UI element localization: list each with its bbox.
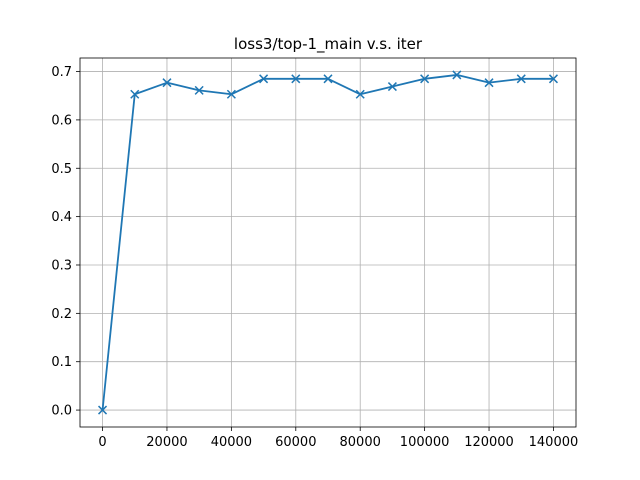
series-layer	[98, 70, 558, 415]
data-point-marker	[516, 74, 526, 84]
data-point-marker	[259, 74, 269, 84]
x-tick-label: 40000	[211, 435, 252, 450]
plot-frame	[79, 57, 577, 428]
data-point-marker	[452, 70, 462, 80]
marker-stroke	[194, 85, 204, 95]
data-point-marker	[548, 74, 558, 84]
y-tick-label: 0.4	[51, 210, 72, 225]
axis-layer: 0 20000 40000 60000 80000 100000 120000 140000 0…	[51, 57, 579, 450]
marker-stroke	[484, 78, 494, 88]
data-point-marker	[98, 405, 108, 415]
y-tick-label: 0.1	[51, 355, 72, 370]
data-point-marker	[323, 74, 333, 84]
marker-stroke	[98, 405, 108, 415]
data-point-marker	[194, 85, 204, 95]
x-tick-label: 0	[98, 435, 106, 450]
marker-stroke	[130, 89, 140, 99]
marker-stroke	[291, 74, 301, 84]
marker-stroke	[420, 74, 430, 84]
data-point-marker	[355, 89, 365, 99]
data-point-marker	[387, 82, 397, 92]
x-tick-label: 140000	[529, 435, 579, 450]
grid-layer	[80, 58, 576, 427]
x-tick-label: 80000	[340, 435, 381, 450]
marker-stroke	[387, 82, 397, 92]
data-point-marker	[420, 74, 430, 84]
x-tick-label: 120000	[464, 435, 514, 450]
marker-stroke	[323, 74, 333, 84]
data-point-marker	[130, 89, 140, 99]
y-tick-label: 0.3	[51, 258, 72, 273]
data-point-marker	[484, 78, 494, 88]
data-point-marker	[162, 78, 172, 88]
data-point-marker	[291, 74, 301, 84]
chart-title: loss3/top-1_main v.s. iter	[234, 35, 423, 54]
y-tick-label: 0.0	[51, 404, 72, 419]
x-tick-label: 20000	[146, 435, 187, 450]
data-point-marker	[226, 89, 236, 99]
marker-stroke	[548, 74, 558, 84]
x-tick-label: 60000	[275, 435, 316, 450]
y-tick-label: 0.2	[51, 307, 72, 322]
marker-stroke	[355, 89, 365, 99]
marker-stroke	[452, 70, 462, 80]
y-tick-label: 0.7	[51, 65, 72, 80]
marker-stroke	[162, 78, 172, 88]
marker-stroke	[516, 74, 526, 84]
marker-stroke	[259, 74, 269, 84]
y-tick-label: 0.5	[51, 162, 72, 177]
x-tick-label: 100000	[400, 435, 450, 450]
marker-stroke	[226, 89, 236, 99]
y-tick-label: 0.6	[51, 113, 72, 128]
